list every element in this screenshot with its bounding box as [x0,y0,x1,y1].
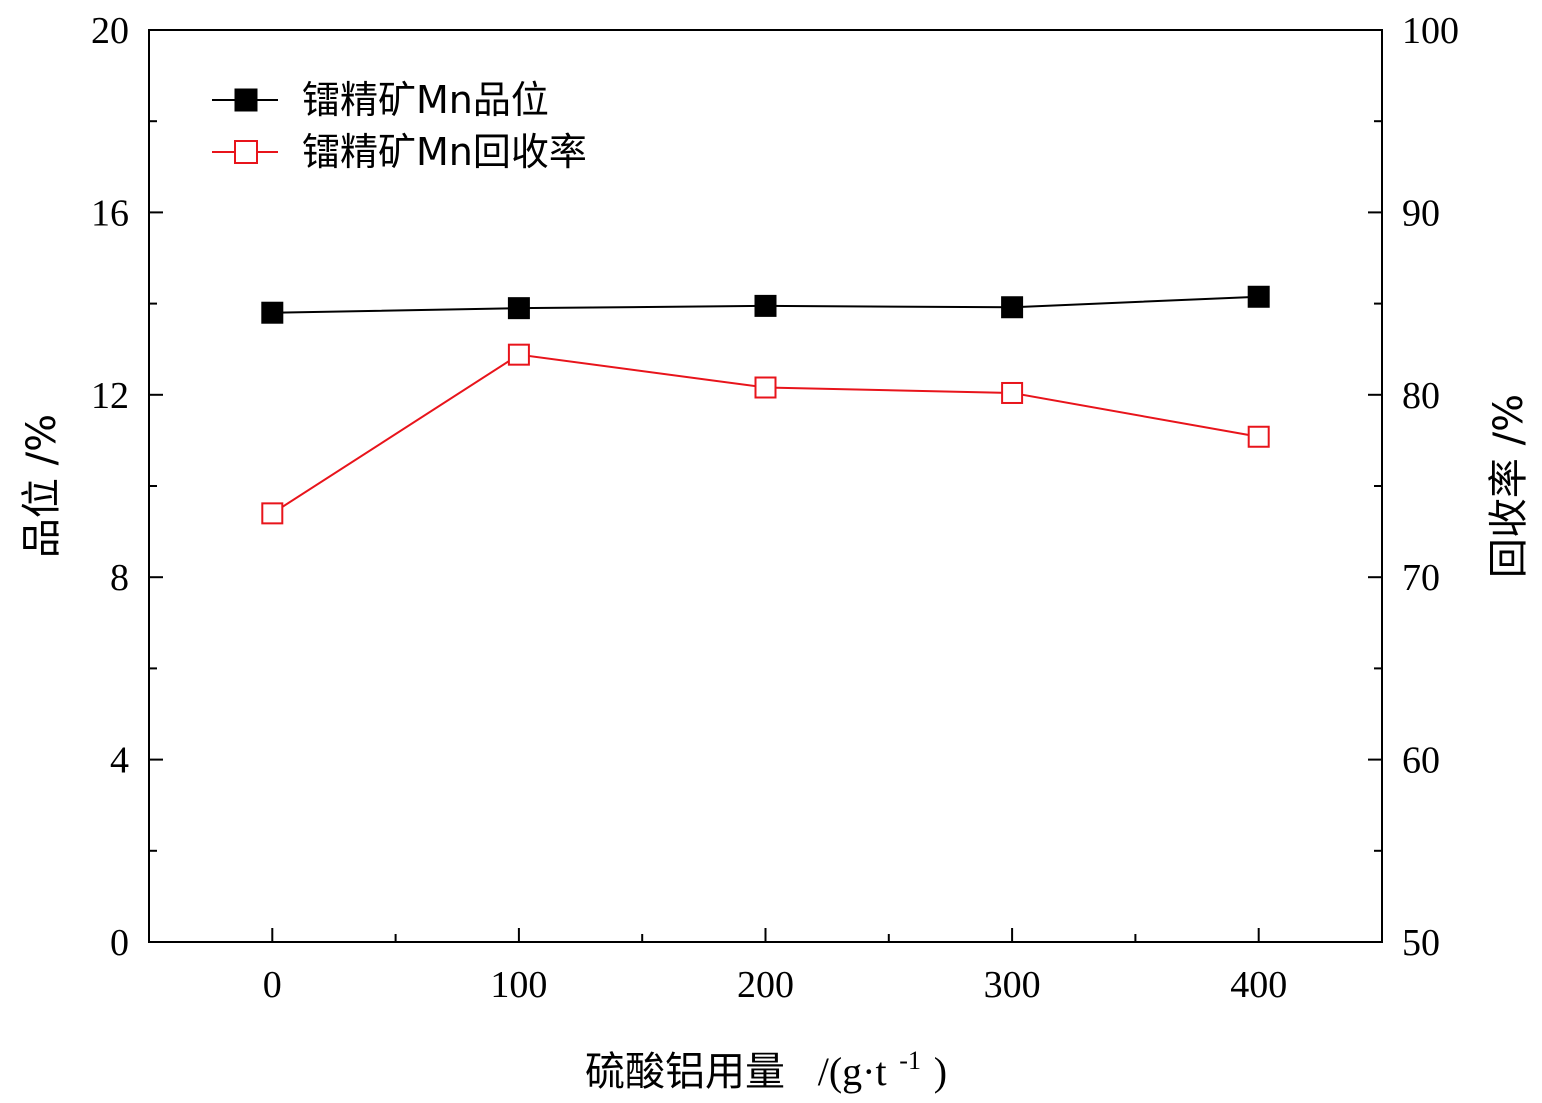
legend-marker-grade [234,88,258,112]
legend-label-recovery: 镭精矿Mn回收率 [302,130,587,174]
right-y-axis-ticks: 50 60 70 80 90 100 [1368,10,1459,964]
series-0-point [1247,285,1270,308]
x-axis-unit-close: ) [934,1049,947,1094]
left-y-tick-label: 20 [91,10,129,52]
left-y-tick-label: 12 [91,375,129,417]
series-0-point [754,294,777,317]
series-0-point [507,297,530,320]
x-tick-label: 100 [490,964,547,1006]
right-y-tick-label: 50 [1402,922,1440,964]
series-1-point [1247,425,1270,448]
right-y-tick-label: 100 [1402,10,1459,52]
left-y-axis-ticks: 0 4 8 12 16 20 [91,10,163,964]
x-axis-unit: /(g·t [818,1049,887,1094]
series-layer [261,285,1270,525]
series-1-point [261,502,284,525]
right-y-tick-label: 80 [1402,375,1440,417]
left-y-tick-label: 0 [110,922,129,964]
right-y-tick-label: 60 [1402,740,1440,782]
legend-marker-recovery [234,140,258,164]
x-axis-ticks: 0 100 200 300 400 [263,928,1287,1006]
series-0-point [1001,296,1024,319]
right-y-tick-label: 70 [1402,557,1440,599]
series-1-point [754,376,777,399]
series-1-point [507,343,530,366]
x-tick-label: 200 [737,964,794,1006]
x-axis-label: 硫酸铝用量 /(g·t -1 ) [585,1033,947,1095]
x-axis-label-text: 硫酸铝用量 [585,1049,785,1095]
x-tick-label: 400 [1230,964,1287,1006]
left-y-axis-label: 品位 /% [19,414,65,558]
series-0-point [261,301,284,324]
left-y-tick-label: 16 [91,192,129,234]
series-1-point [1001,381,1024,404]
left-y-tick-label: 4 [110,740,129,782]
legend-label-grade: 镭精矿Mn品位 [302,78,549,122]
x-tick-label: 0 [263,964,282,1006]
x-axis-unit-superscript: -1 [899,1046,921,1075]
legend: 镭精矿Mn品位 镭精矿Mn回收率 [212,78,587,174]
left-y-tick-label: 8 [110,557,129,599]
x-tick-label: 300 [984,964,1041,1006]
right-y-tick-label: 90 [1402,192,1440,234]
right-y-axis-label: 回收率 /% [1486,394,1532,578]
